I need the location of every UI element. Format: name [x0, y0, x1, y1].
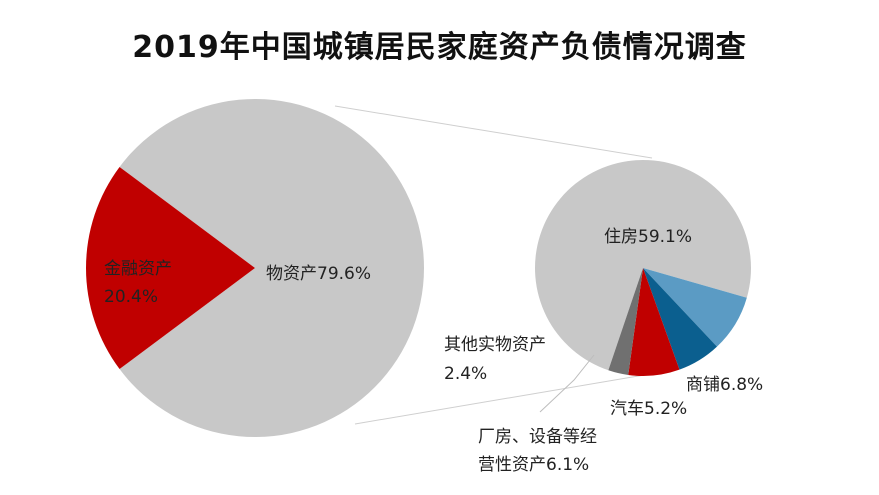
label-physical-assets: 物资产79.6% [266, 264, 371, 284]
label-shops: 商铺6.8% [686, 375, 763, 395]
pie-slice-shops [643, 268, 747, 347]
pie-slice-other-physical [608, 268, 643, 375]
label-housing: 住房59.1% [604, 227, 692, 247]
pie-slice-housing [535, 160, 752, 371]
pie-slice-factory-equipment [628, 268, 680, 377]
label-factory-line1: 厂房、设备等经 [478, 427, 597, 447]
label-cars: 汽车5.2% [610, 399, 687, 419]
label-factory-line2: 营性资产6.1% [478, 455, 589, 475]
connector-line-bottom [354, 371, 663, 425]
pie-slice-cars [643, 268, 717, 370]
label-financial-assets-value: 20.4% [104, 287, 158, 307]
label-other-line2: 2.4% [444, 364, 487, 384]
connector-line-top [334, 105, 653, 159]
pie-slice-financial-assets [86, 166, 255, 370]
label-financial-assets-name: 金融资产 [104, 259, 172, 279]
chart-title: 2019年中国城镇居民家庭资产负债情况调查 [132, 30, 747, 65]
leader-line-factory [539, 354, 595, 413]
label-other-line1: 其他实物资产 [444, 335, 546, 355]
pie-slice-physical-assets [119, 98, 425, 437]
